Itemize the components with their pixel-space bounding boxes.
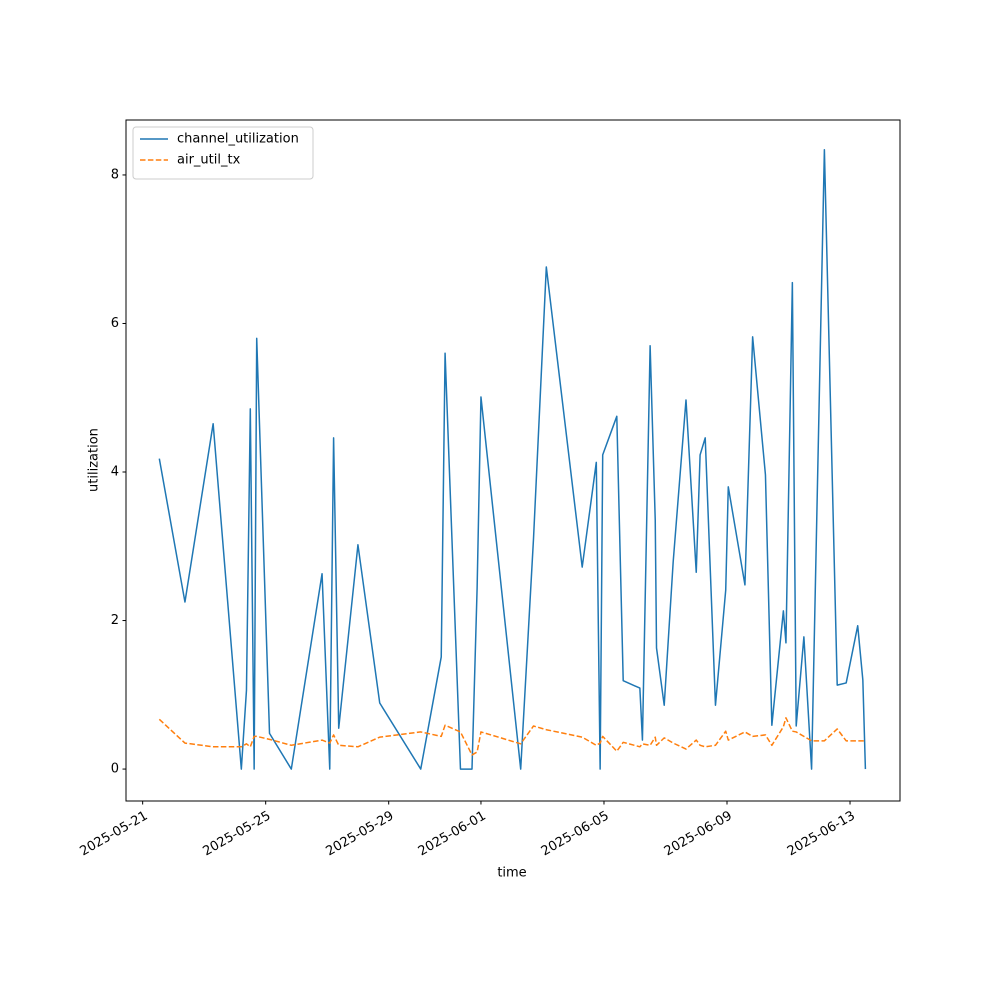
legend-label: air_util_tx [177,153,241,168]
legend: channel_utilization air_util_tx [132,126,314,180]
legend-box [132,126,314,180]
legend-label: channel_utilization [177,132,299,147]
y-tick-label: 4 [111,465,119,480]
x-tick-label: 2025-06-05 [539,809,612,860]
x-tick-label: 2025-06-01 [416,809,489,860]
x-tick-label: 2025-05-25 [200,809,273,860]
data-line [158,148,867,770]
x-tick-label: 2025-05-21 [77,809,150,860]
plot-frame [125,119,901,802]
x-tick-label: 2025-06-13 [785,809,858,860]
y-tick-label: 0 [111,762,119,777]
y-tick-label: 6 [111,316,119,331]
y-tick-label: 8 [111,167,119,182]
y-tick-label: 2 [111,613,119,628]
y-axis-label: utilization [87,428,102,492]
x-tick-label: 2025-06-09 [662,809,735,860]
x-axis-label: time [497,866,526,881]
x-tick-label: 2025-05-29 [324,809,397,860]
data-line [158,717,866,756]
